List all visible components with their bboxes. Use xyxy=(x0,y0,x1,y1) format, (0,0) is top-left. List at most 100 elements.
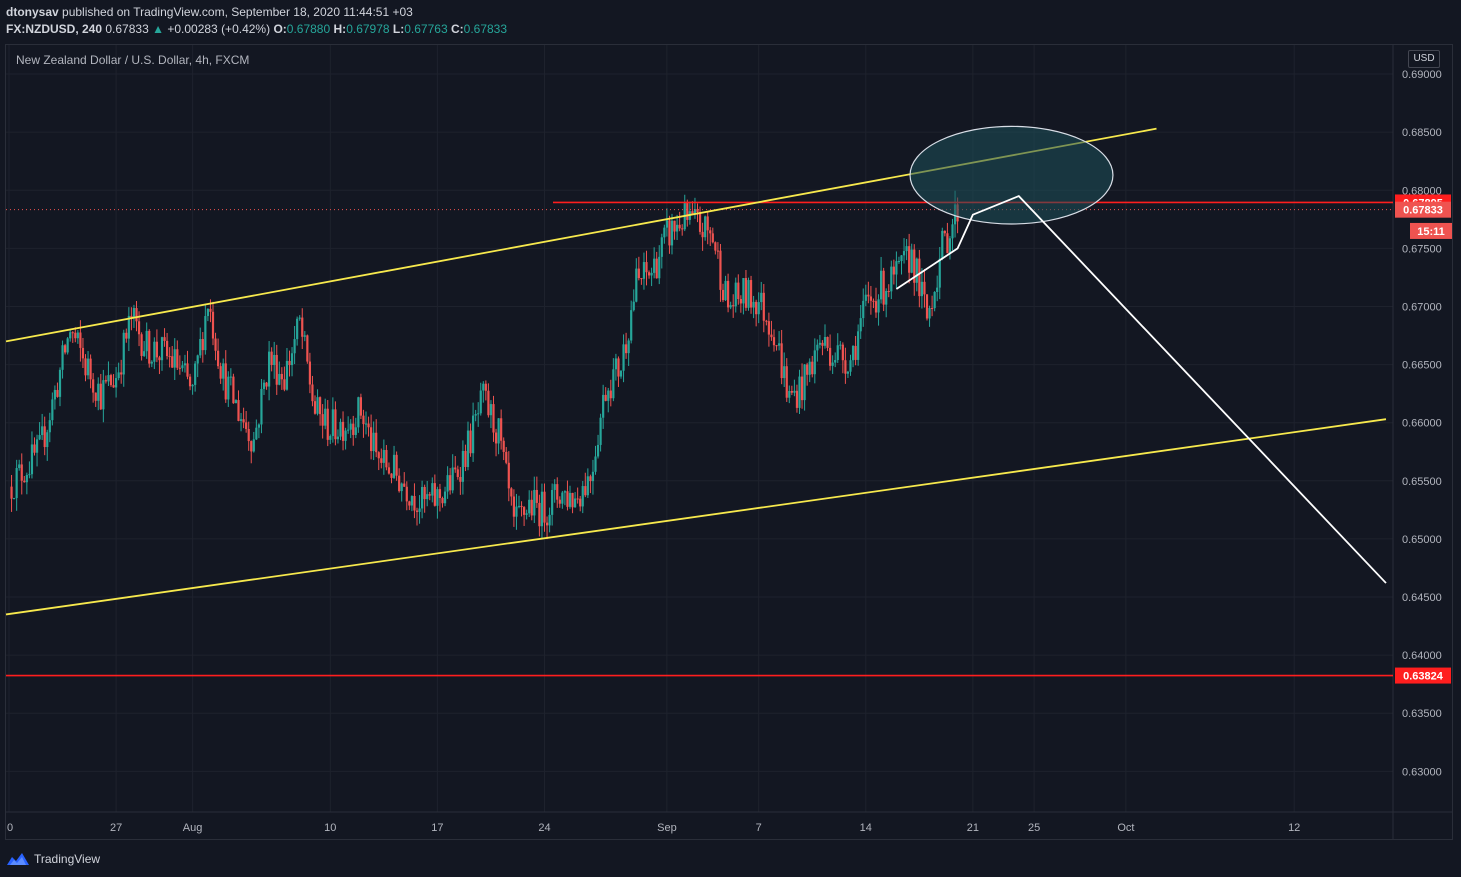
candle-body xyxy=(670,220,674,246)
y-tick-label: 0.63500 xyxy=(1402,708,1442,720)
price-chart[interactable]: 0.69000 0.68500 0.68000 0.67500 0.67000 0.665… xyxy=(0,0,1461,843)
candle-body xyxy=(737,282,740,299)
candle-body xyxy=(433,483,436,506)
price-label: 15:11 xyxy=(1410,222,1452,239)
candle-body xyxy=(864,294,867,301)
candle-body xyxy=(280,373,283,380)
candle-body xyxy=(125,332,128,339)
candle-body xyxy=(367,423,370,428)
candle-body xyxy=(115,378,118,388)
candle-body xyxy=(584,486,587,496)
candle-body xyxy=(872,300,875,302)
tradingview-logo[interactable]: TradingView xyxy=(6,851,100,867)
candle-body xyxy=(951,224,954,239)
candle-body xyxy=(33,444,36,453)
candle-body xyxy=(334,409,337,440)
candle-body xyxy=(775,345,778,347)
candle-body xyxy=(676,224,679,232)
candle-body xyxy=(469,430,472,454)
y-tick-label: 0.69000 xyxy=(1402,69,1442,81)
ohlc-line: FX:NZDUSD, 240 0.67833 ▲ +0.00283 (+0.42… xyxy=(6,22,507,36)
candle-body xyxy=(28,474,31,476)
candle-body xyxy=(392,454,396,478)
high-value: 0.67978 xyxy=(346,22,390,36)
candle-body xyxy=(464,450,467,468)
candle-body xyxy=(398,475,401,492)
candle-body xyxy=(183,363,187,366)
candle-body xyxy=(451,467,454,491)
candle-body xyxy=(290,353,294,366)
candle-body xyxy=(793,390,796,393)
candle-body xyxy=(181,365,184,369)
candle-body xyxy=(74,332,77,339)
candle-body xyxy=(757,302,760,315)
candle-body xyxy=(372,432,375,452)
candle-body xyxy=(395,454,398,476)
candle-body xyxy=(545,522,549,526)
candle-body xyxy=(234,400,238,404)
candle-body xyxy=(711,233,714,243)
candle-body xyxy=(905,246,908,252)
candle-body xyxy=(349,423,352,430)
candle-body xyxy=(479,390,482,414)
symbol-label[interactable]: FX:NZDUSD, 240 xyxy=(6,22,103,36)
candle-body xyxy=(885,290,888,305)
candle-body xyxy=(341,421,345,441)
y-tick-label: 0.65500 xyxy=(1402,476,1442,488)
candle-body xyxy=(790,390,793,393)
candle-body xyxy=(204,316,207,351)
y-tick-label: 0.67500 xyxy=(1402,243,1442,255)
candle-body xyxy=(217,350,220,367)
candle-body xyxy=(681,228,684,230)
x-tick-label: Aug xyxy=(183,822,203,834)
candle-body xyxy=(313,401,317,414)
candle-body xyxy=(288,360,291,366)
candle-body xyxy=(158,357,161,361)
candle-body xyxy=(632,301,635,311)
candle-body xyxy=(515,506,518,517)
candle-body xyxy=(880,270,883,300)
candle-body xyxy=(923,281,926,295)
candle-body xyxy=(413,495,416,511)
candle-body xyxy=(145,330,148,352)
candle-body xyxy=(568,492,572,507)
candle-body xyxy=(821,342,824,346)
candle-body xyxy=(408,501,411,506)
candle-body xyxy=(887,290,890,292)
low-value: 0.67763 xyxy=(404,22,448,36)
candle-body xyxy=(487,390,490,416)
candle-body xyxy=(806,364,809,375)
candle-body xyxy=(120,372,123,375)
candle-body xyxy=(148,330,151,364)
candle-body xyxy=(517,505,521,507)
candle-body xyxy=(237,400,240,421)
candle-body xyxy=(910,249,913,273)
candle-body xyxy=(857,331,860,360)
close-label: C: xyxy=(450,22,464,36)
candle-body xyxy=(752,301,755,308)
candle-body xyxy=(533,489,536,516)
author-name[interactable]: dtonysav xyxy=(6,5,59,19)
candle-body xyxy=(173,349,176,368)
candle-body xyxy=(693,209,697,215)
candle-body xyxy=(785,366,788,398)
candle-body xyxy=(94,392,97,401)
candle-body xyxy=(482,383,485,391)
price-label: 0.67833 xyxy=(1395,201,1451,218)
candle-body xyxy=(724,280,727,301)
candle-body xyxy=(770,334,773,338)
candle-body xyxy=(262,382,266,389)
candle-body xyxy=(721,289,725,301)
candle-body xyxy=(530,499,533,516)
currency-badge[interactable]: USD xyxy=(1408,50,1440,68)
price-label-text: 0.67833 xyxy=(1403,205,1443,217)
candle-body xyxy=(160,337,164,361)
candle-body xyxy=(219,366,222,379)
candle-body xyxy=(41,426,44,436)
candle-body xyxy=(846,371,850,374)
candle-body xyxy=(897,261,901,263)
candle-body xyxy=(268,351,271,387)
candle-body xyxy=(247,428,250,442)
candle-body xyxy=(150,361,153,364)
candle-body xyxy=(38,435,41,440)
